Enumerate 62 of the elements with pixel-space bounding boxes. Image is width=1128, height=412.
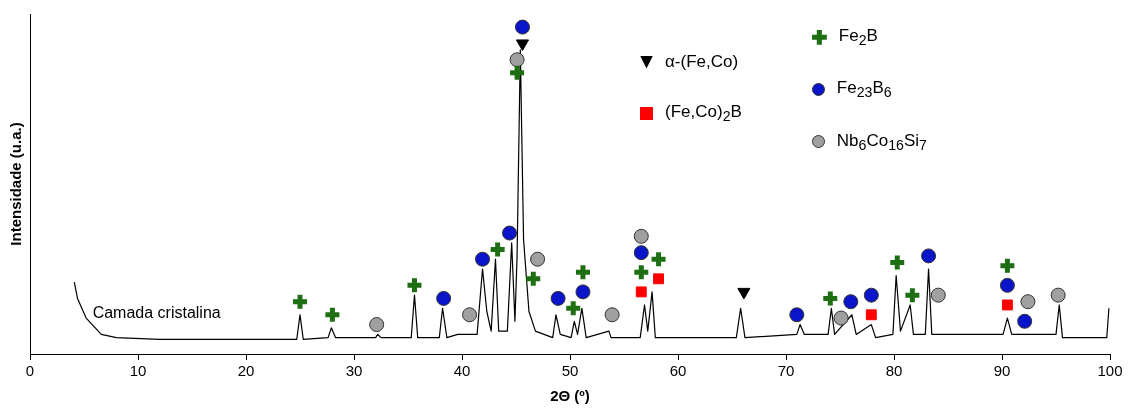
point: [653, 273, 665, 285]
point: [820, 288, 840, 308]
point: [530, 251, 546, 267]
point: [604, 307, 620, 323]
point: [930, 287, 946, 303]
point: [507, 63, 527, 83]
point: [475, 251, 491, 267]
x-tick-label: 60: [669, 362, 687, 380]
annotation: Camada cristalina: [92, 303, 221, 321]
point: [865, 309, 877, 321]
point: [404, 275, 424, 295]
point: [550, 290, 566, 306]
point: [514, 19, 530, 35]
point: [1017, 313, 1033, 329]
point: [515, 39, 530, 51]
legend-label: (Fe,Co)$_{2}$B: [665, 102, 742, 125]
point: [997, 256, 1017, 276]
point: [1001, 299, 1013, 311]
legend-label: Fe$_{2}$B: [838, 26, 878, 49]
point: [633, 228, 649, 244]
x-tick-label: 50: [561, 362, 579, 380]
point: [488, 239, 508, 259]
legend-label: α-(Fe,Co): [665, 52, 739, 72]
x-tick-label: 80: [885, 362, 903, 380]
point: [436, 290, 452, 306]
point: [509, 52, 525, 68]
point: [635, 286, 647, 298]
point: [631, 262, 651, 282]
legend-label: Nb$_{6}$Co$_{16}$Si$_{7}$: [836, 130, 927, 154]
point: [563, 298, 583, 318]
point: [789, 307, 805, 323]
point: [575, 284, 591, 300]
point: [863, 287, 879, 303]
x-tick-label: 0: [25, 362, 35, 380]
x-tick-label: 70: [777, 362, 795, 380]
point: [833, 310, 849, 326]
x-tick-label: 90: [993, 362, 1011, 380]
point: [462, 307, 478, 323]
point: [887, 252, 907, 272]
x-tick-label: 20: [237, 362, 255, 380]
point: [502, 225, 518, 241]
point: [902, 285, 922, 305]
point: [523, 269, 543, 289]
point: [1050, 287, 1066, 303]
point: [633, 245, 649, 261]
point: [573, 262, 593, 282]
x-tick-label: 100: [1097, 362, 1123, 380]
y-axis-title: Intensidade (u.a.): [7, 122, 25, 246]
point: [737, 287, 751, 300]
point: [1020, 294, 1036, 310]
x-tick-label: 10: [129, 362, 147, 380]
point: [921, 248, 937, 264]
point: [322, 305, 342, 325]
point: [369, 317, 385, 333]
point: [290, 292, 310, 312]
x-tick-label: 30: [345, 362, 363, 380]
x-axis-title: 2Θ (º): [550, 387, 590, 405]
x-tick-label: 40: [453, 362, 471, 380]
point: [999, 277, 1015, 293]
point: [649, 249, 669, 269]
point: [843, 294, 859, 310]
legend-label: Fe$_{23}$B$_{6}$: [836, 78, 892, 101]
